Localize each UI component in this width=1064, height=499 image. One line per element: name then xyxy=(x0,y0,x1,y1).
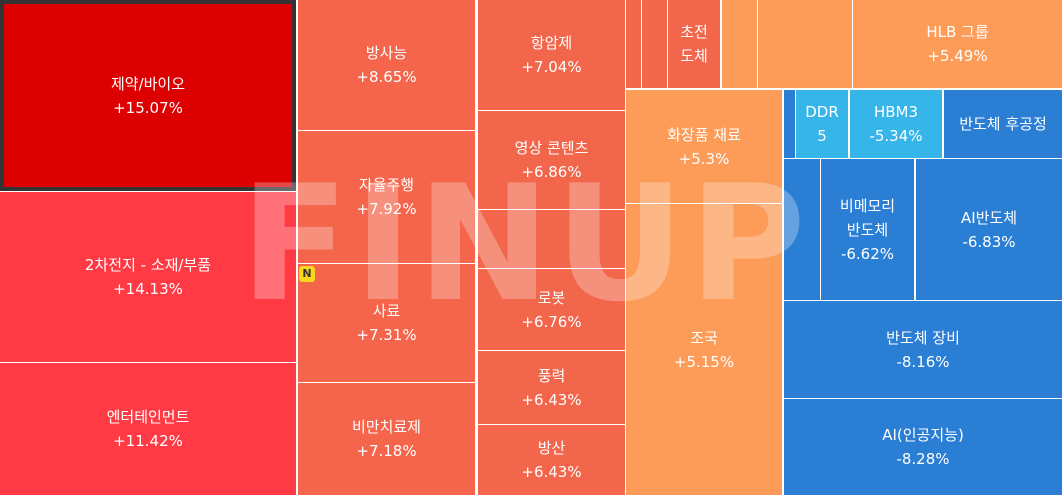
cell-blank xyxy=(478,210,625,268)
treemap-cell: 엔터테인먼트 +11.42% xyxy=(0,363,296,495)
cell-label: 반도체 후공정 xyxy=(959,115,1047,133)
cell-value: +5.49% xyxy=(927,47,988,65)
treemap-cell: AI(인공지능) -8.28% xyxy=(784,399,1062,495)
cell-label: DDR5 xyxy=(805,103,839,145)
cell-label: 비만치료제 xyxy=(351,418,421,436)
treemap-cell: 제약/바이오 +15.07% xyxy=(0,0,296,191)
cell-label: 엔터테인먼트 xyxy=(106,408,190,426)
treemap-cell: 사료 +7.31% xyxy=(298,264,475,382)
treemap-cell: 풍력 +6.43% xyxy=(478,351,625,424)
treemap-cell: 비만치료제 +7.18% xyxy=(298,383,475,495)
cell-label: 초전도체 xyxy=(680,23,708,65)
cell-value: +6.86% xyxy=(521,163,582,181)
cell-label: HBM3 xyxy=(873,103,919,121)
treemap-cell: 조국 +5.15% xyxy=(626,204,782,495)
cell-value: +6.43% xyxy=(521,390,582,409)
cell-value: -8.28% xyxy=(896,450,950,468)
cell-label: 화장품 재료 xyxy=(667,125,741,144)
treemap-cell: 비메모리 반도체 -6.62% xyxy=(821,159,914,300)
cell-value: +8.65% xyxy=(356,68,417,86)
treemap-cell: 영상 콘텐츠 +6.86% xyxy=(478,111,625,209)
cell-label: 조국 xyxy=(690,328,718,347)
cell-value: +7.31% xyxy=(356,326,417,344)
cell-value: +5.3% xyxy=(678,149,730,168)
cell-label: 사료 xyxy=(372,302,401,320)
cell-value: +11.42% xyxy=(113,432,183,450)
cell-value: +14.13% xyxy=(113,280,183,298)
treemap-cell: DDR5 xyxy=(796,90,848,158)
cell-blank xyxy=(642,0,667,88)
cell-label: 방사능 xyxy=(365,44,408,62)
treemap-cell: 방산 +6.43% xyxy=(478,425,625,495)
treemap-cell: 반도체 후공정 xyxy=(944,90,1062,158)
treemap-cell: HBM3 -5.34% xyxy=(850,90,942,158)
cell-value: +7.04% xyxy=(521,58,582,76)
cell-blank xyxy=(722,0,757,88)
cell-label: 영상 콘텐츠 xyxy=(514,139,589,157)
cell-value: -5.34% xyxy=(869,127,923,145)
cell-label: 자율주행 xyxy=(358,176,415,194)
cell-value: +7.92% xyxy=(356,200,417,218)
cell-label: 비메모리 반도체 xyxy=(839,196,896,239)
treemap-cell: 자율주행 +7.92% xyxy=(298,131,475,263)
treemap-cell: 2차전지 - 소재/부품 +14.13% xyxy=(0,192,296,362)
cell-value: +15.07% xyxy=(113,98,183,117)
cell-blank xyxy=(758,0,852,88)
cell-value: +5.15% xyxy=(673,352,735,371)
cell-label: 제약/바이오 xyxy=(110,74,186,93)
cell-label: AI(인공지능) xyxy=(882,426,964,444)
cell-value: +6.76% xyxy=(521,312,582,331)
cell-label: 반도체 장비 xyxy=(886,328,960,347)
cell-blank xyxy=(784,159,820,300)
cell-label: 방산 xyxy=(537,439,566,457)
treemap-cell: 초전도체 xyxy=(668,0,720,88)
cell-value: +7.18% xyxy=(356,442,417,460)
cell-label: AI반도체 xyxy=(960,208,1018,227)
treemap-cell: 화장품 재료 +5.3% xyxy=(626,90,782,203)
cell-value: -6.83% xyxy=(962,232,1016,251)
cell-label: 항암제 xyxy=(530,34,573,52)
cell-label: 로봇 xyxy=(537,288,566,307)
cell-blank xyxy=(626,0,641,88)
cell-label: HLB 그룹 xyxy=(926,23,989,41)
cell-value: -8.16% xyxy=(896,352,950,371)
treemap-cell: 방사능 +8.65% xyxy=(298,0,475,130)
treemap-cell: AI반도체 -6.83% xyxy=(916,159,1062,300)
cell-label: 2차전지 - 소재/부품 xyxy=(84,256,212,274)
new-badge: N xyxy=(299,266,315,282)
cell-value: -6.62% xyxy=(840,244,895,263)
treemap-cell: 반도체 장비 -8.16% xyxy=(784,301,1062,398)
treemap-cell: HLB 그룹 +5.49% xyxy=(853,0,1062,88)
treemap-cell: 로봇 +6.76% xyxy=(478,269,625,350)
treemap-cell: 항암제 +7.04% xyxy=(478,0,625,110)
cell-blank xyxy=(784,90,795,158)
cell-label: 풍력 xyxy=(537,366,566,385)
cell-value: +6.43% xyxy=(521,463,582,481)
